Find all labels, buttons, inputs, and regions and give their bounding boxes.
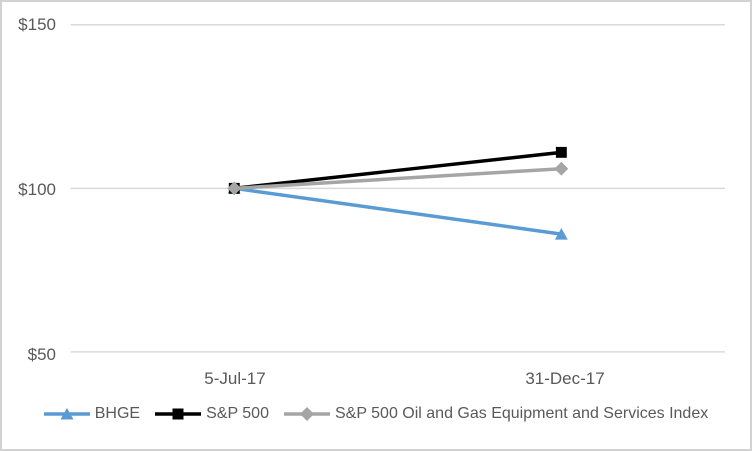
- y-axis-tick-label: $150: [18, 15, 56, 34]
- chart-legend: BHGE S&P 500 S&P 500 Oil and Gas Equipme…: [2, 405, 750, 423]
- legend-item-bhge: BHGE: [43, 405, 141, 423]
- legend-item-oil-gas-index: S&P 500 Oil and Gas Equipment and Servic…: [283, 405, 709, 423]
- bhge-legend-marker-icon: [43, 408, 90, 420]
- y-axis-tick-label: $100: [18, 180, 56, 199]
- legend-label-sp500: S&P 500: [206, 405, 269, 422]
- legend-label-bhge: BHGE: [94, 405, 141, 422]
- y-axis-tick-label: $50: [27, 345, 56, 364]
- legend-item-sp500: S&P 500: [155, 405, 269, 423]
- oil-gas-index-legend-marker-icon: [283, 407, 330, 421]
- x-axis-tick-label: 31-Dec-17: [525, 369, 605, 388]
- x-axis-tick-label: 5-Jul-17: [204, 369, 266, 388]
- legend-label-oil-gas-index: S&P 500 Oil and Gas Equipment and Servic…: [334, 405, 709, 422]
- sp500-legend-marker-icon: [155, 408, 202, 420]
